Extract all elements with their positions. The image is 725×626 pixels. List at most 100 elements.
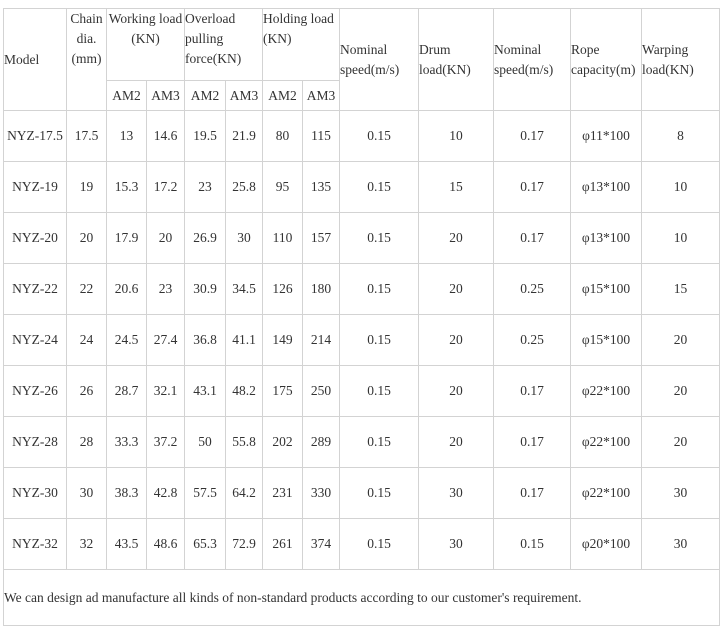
- cell-nominal-speed-2: 0.17: [493, 467, 572, 519]
- cell-drum-load: 20: [418, 416, 495, 468]
- cell-nominal-speed-1: 0.15: [339, 161, 420, 213]
- cell-chain-dia: 28: [66, 416, 107, 468]
- cell-holding-am2: 80: [262, 110, 304, 162]
- cell-overload-am3: 25.8: [225, 161, 264, 213]
- cell-holding-am2: 126: [262, 263, 304, 315]
- header-warping-load: Warping load(KN): [641, 8, 721, 111]
- cell-drum-load: 30: [418, 518, 495, 570]
- cell-working-am2: 38.3: [106, 467, 147, 519]
- cell-chain-dia: 19: [66, 161, 107, 213]
- cell-overload-am3: 41.1: [225, 314, 264, 366]
- cell-model: NYZ-19: [3, 161, 67, 213]
- table-row: NYZ-17.5 17.5 13 14.6 19.5 21.9 80 115 0.15 10 0.1…: [3, 110, 721, 162]
- cell-nominal-speed-2: 0.17: [493, 161, 572, 213]
- header-rope-capacity: Rope capacity(m): [570, 8, 643, 111]
- subheader-holding-am3: AM3: [302, 80, 341, 111]
- cell-chain-dia: 30: [66, 467, 107, 519]
- cell-drum-load: 20: [418, 212, 495, 264]
- cell-model: NYZ-26: [3, 365, 67, 417]
- cell-holding-am2: 175: [262, 365, 304, 417]
- cell-holding-am3: 180: [302, 263, 341, 315]
- cell-model: NYZ-32: [3, 518, 67, 570]
- cell-model: NYZ-24: [3, 314, 67, 366]
- cell-working-am3: 32.1: [145, 365, 186, 417]
- cell-overload-am3: 64.2: [225, 467, 264, 519]
- cell-model: NYZ-28: [3, 416, 67, 468]
- cell-overload-am2: 50: [184, 416, 227, 468]
- cell-holding-am3: 330: [302, 467, 341, 519]
- cell-warping-load: 30: [641, 467, 721, 519]
- cell-rope-capacity: φ13*100: [570, 161, 643, 213]
- cell-overload-am2: 65.3: [184, 518, 227, 570]
- header-chain-dia: Chain dia. (mm): [66, 8, 107, 111]
- cell-overload-am3: 72.9: [225, 518, 264, 570]
- subheader-overload-am3: AM3: [225, 80, 264, 111]
- cell-rope-capacity: φ11*100: [570, 110, 643, 162]
- cell-holding-am2: 231: [262, 467, 304, 519]
- cell-chain-dia: 22: [66, 263, 107, 315]
- cell-working-am2: 24.5: [106, 314, 147, 366]
- cell-nominal-speed-2: 0.17: [493, 365, 572, 417]
- cell-rope-capacity: φ15*100: [570, 314, 643, 366]
- footer-note: We can design ad manufacture all kinds o…: [2, 569, 721, 626]
- cell-holding-am3: 289: [302, 416, 341, 468]
- cell-working-am2: 28.7: [106, 365, 147, 417]
- cell-overload-am2: 30.9: [184, 263, 227, 315]
- cell-drum-load: 30: [418, 467, 495, 519]
- cell-rope-capacity: φ22*100: [570, 416, 643, 468]
- cell-warping-load: 20: [641, 314, 721, 366]
- cell-overload-am3: 21.9: [225, 110, 264, 162]
- cell-nominal-speed-1: 0.15: [339, 314, 420, 366]
- cell-overload-am2: 19.5: [184, 110, 227, 162]
- cell-rope-capacity: φ22*100: [570, 365, 643, 417]
- header-model: Model: [3, 8, 67, 111]
- header-drum-load: Drum load(KN): [418, 8, 495, 111]
- cell-overload-am2: 57.5: [184, 467, 227, 519]
- cell-nominal-speed-2: 0.15: [493, 518, 572, 570]
- cell-overload-am2: 36.8: [184, 314, 227, 366]
- header-nominal-speed-2: Nominal speed(m/s): [493, 8, 572, 111]
- cell-rope-capacity: φ22*100: [570, 467, 643, 519]
- cell-drum-load: 20: [418, 314, 495, 366]
- table-row: NYZ-28 28 33.3 37.2 50 55.8 202 289 0.15 20 0.17 φ2…: [3, 416, 721, 468]
- cell-nominal-speed-1: 0.15: [339, 467, 420, 519]
- subheader-working-am3: AM3: [145, 80, 186, 111]
- cell-rope-capacity: φ20*100: [570, 518, 643, 570]
- cell-working-am3: 42.8: [145, 467, 186, 519]
- cell-nominal-speed-2: 0.17: [493, 416, 572, 468]
- cell-overload-am3: 48.2: [225, 365, 264, 417]
- cell-working-am3: 20: [145, 212, 186, 264]
- header-row: Model Chain dia. (mm) Working load (KN) …: [3, 8, 721, 111]
- header-nominal-speed-1: Nominal speed(m/s): [339, 8, 420, 111]
- cell-working-am3: 17.2: [145, 161, 186, 213]
- cell-model: NYZ-22: [3, 263, 67, 315]
- cell-warping-load: 20: [641, 365, 721, 417]
- subheader-row: AM2 AM3 AM2 AM3 AM2 AM3: [4, 80, 720, 111]
- spec-table-container: Model Chain dia. (mm) Working load (KN) …: [2, 8, 721, 626]
- cell-overload-am3: 55.8: [225, 416, 264, 468]
- cell-overload-am2: 43.1: [184, 365, 227, 417]
- footer-row: We can design ad manufacture all kinds o…: [2, 569, 721, 626]
- cell-nominal-speed-2: 0.25: [493, 263, 572, 315]
- cell-working-am2: 43.5: [106, 518, 147, 570]
- cell-working-am2: 15.3: [106, 161, 147, 213]
- cell-nominal-speed-1: 0.15: [339, 365, 420, 417]
- cell-holding-am3: 115: [302, 110, 341, 162]
- cell-drum-load: 10: [418, 110, 495, 162]
- cell-warping-load: 15: [641, 263, 721, 315]
- subheader-working-am2: AM2: [106, 80, 147, 111]
- cell-warping-load: 30: [641, 518, 721, 570]
- cell-model: NYZ-17.5: [3, 110, 67, 162]
- cell-holding-am3: 374: [302, 518, 341, 570]
- windlass-spec-table: Model Chain dia. (mm) Working load (KN) …: [2, 8, 721, 626]
- cell-holding-am3: 214: [302, 314, 341, 366]
- subheader-holding-am2: AM2: [262, 80, 304, 111]
- cell-working-am3: 37.2: [145, 416, 186, 468]
- cell-chain-dia: 24: [66, 314, 107, 366]
- header-working-load: Working load (KN): [105, 8, 186, 81]
- cell-working-am3: 14.6: [145, 110, 186, 162]
- cell-model: NYZ-30: [3, 467, 67, 519]
- cell-working-am3: 27.4: [145, 314, 186, 366]
- table-row: NYZ-26 26 28.7 32.1 43.1 48.2 175 250 0.15 20 0.17…: [3, 365, 721, 417]
- cell-model: NYZ-20: [3, 212, 67, 264]
